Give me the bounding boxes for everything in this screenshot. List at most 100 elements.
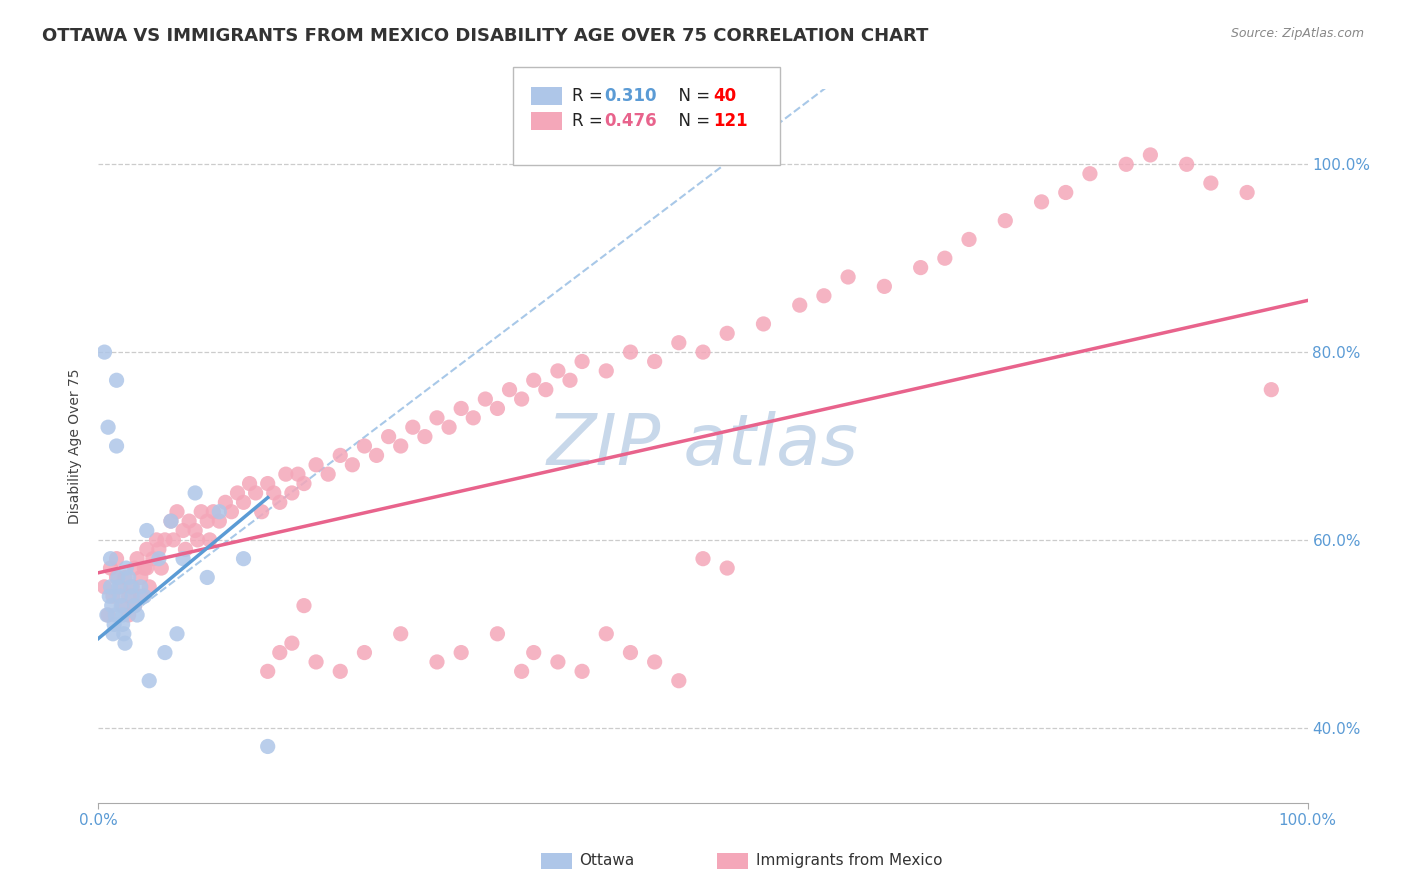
- Point: [96, 607, 118, 622]
- Text: R =: R =: [572, 112, 609, 130]
- Text: 121: 121: [713, 112, 748, 130]
- Point: [789, 298, 811, 312]
- Point: [668, 335, 690, 350]
- Point: [208, 514, 231, 528]
- Point: [619, 345, 641, 359]
- Point: [127, 551, 149, 566]
- Point: [287, 467, 309, 482]
- Point: [510, 392, 533, 406]
- Point: [292, 599, 315, 613]
- Point: [957, 232, 980, 246]
- Point: [498, 383, 520, 397]
- Point: [214, 495, 236, 509]
- Point: [101, 627, 124, 641]
- Point: [316, 467, 339, 482]
- Point: [305, 655, 328, 669]
- Text: 0.476: 0.476: [605, 112, 657, 130]
- Point: [118, 570, 141, 584]
- Point: [1054, 186, 1077, 200]
- Point: [716, 561, 738, 575]
- Point: [329, 449, 352, 463]
- Point: [353, 646, 375, 660]
- Point: [226, 486, 249, 500]
- Text: Source: ZipAtlas.com: Source: ZipAtlas.com: [1230, 27, 1364, 40]
- Point: [202, 505, 225, 519]
- Point: [245, 486, 267, 500]
- Point: [138, 580, 160, 594]
- Point: [934, 251, 956, 265]
- Point: [118, 589, 141, 603]
- Point: [111, 599, 134, 613]
- Point: [474, 392, 496, 406]
- Point: [160, 514, 183, 528]
- Point: [107, 570, 129, 584]
- Point: [208, 505, 231, 519]
- Point: [105, 439, 128, 453]
- Point: [571, 665, 593, 679]
- Point: [104, 607, 127, 622]
- Point: [292, 476, 315, 491]
- Point: [269, 495, 291, 509]
- Text: OTTAWA VS IMMIGRANTS FROM MEXICO DISABILITY AGE OVER 75 CORRELATION CHART: OTTAWA VS IMMIGRANTS FROM MEXICO DISABIL…: [42, 27, 928, 45]
- Point: [256, 476, 278, 491]
- Point: [127, 607, 149, 622]
- Point: [124, 599, 146, 613]
- Point: [595, 627, 617, 641]
- Point: [1078, 167, 1101, 181]
- Point: [174, 542, 197, 557]
- Point: [93, 345, 115, 359]
- Point: [135, 524, 157, 538]
- Point: [184, 486, 207, 500]
- Point: [108, 580, 131, 594]
- Point: [1236, 186, 1258, 200]
- Point: [269, 646, 291, 660]
- Point: [558, 373, 581, 387]
- Point: [160, 514, 183, 528]
- Point: [134, 561, 156, 575]
- Y-axis label: Disability Age Over 75: Disability Age Over 75: [69, 368, 83, 524]
- Point: [135, 561, 157, 575]
- Point: [105, 373, 128, 387]
- Point: [108, 589, 131, 603]
- Point: [101, 589, 124, 603]
- Point: [256, 665, 278, 679]
- Point: [426, 655, 449, 669]
- Point: [250, 505, 273, 519]
- Point: [413, 429, 436, 443]
- Text: Immigrants from Mexico: Immigrants from Mexico: [756, 854, 943, 868]
- Point: [329, 665, 352, 679]
- Point: [98, 589, 121, 603]
- Point: [256, 739, 278, 754]
- Point: [148, 551, 170, 566]
- Point: [124, 561, 146, 575]
- Point: [162, 533, 184, 547]
- Text: 0.310: 0.310: [605, 87, 657, 105]
- Point: [110, 599, 132, 613]
- Point: [108, 580, 131, 594]
- Point: [97, 607, 120, 622]
- Point: [150, 561, 173, 575]
- Point: [129, 570, 152, 584]
- Point: [114, 636, 136, 650]
- Point: [1199, 176, 1222, 190]
- Point: [873, 279, 896, 293]
- Point: [103, 617, 125, 632]
- Point: [105, 551, 128, 566]
- Point: [450, 401, 472, 416]
- Point: [389, 439, 412, 453]
- Point: [486, 401, 509, 416]
- Point: [377, 429, 399, 443]
- Point: [97, 420, 120, 434]
- Point: [105, 570, 128, 584]
- Point: [142, 551, 165, 566]
- Point: [274, 467, 297, 482]
- Point: [195, 570, 218, 584]
- Point: [486, 627, 509, 641]
- Point: [187, 533, 209, 547]
- Point: [111, 607, 134, 622]
- Point: [547, 655, 569, 669]
- Point: [450, 646, 472, 660]
- Point: [1175, 157, 1198, 171]
- Point: [111, 617, 134, 632]
- Point: [281, 636, 304, 650]
